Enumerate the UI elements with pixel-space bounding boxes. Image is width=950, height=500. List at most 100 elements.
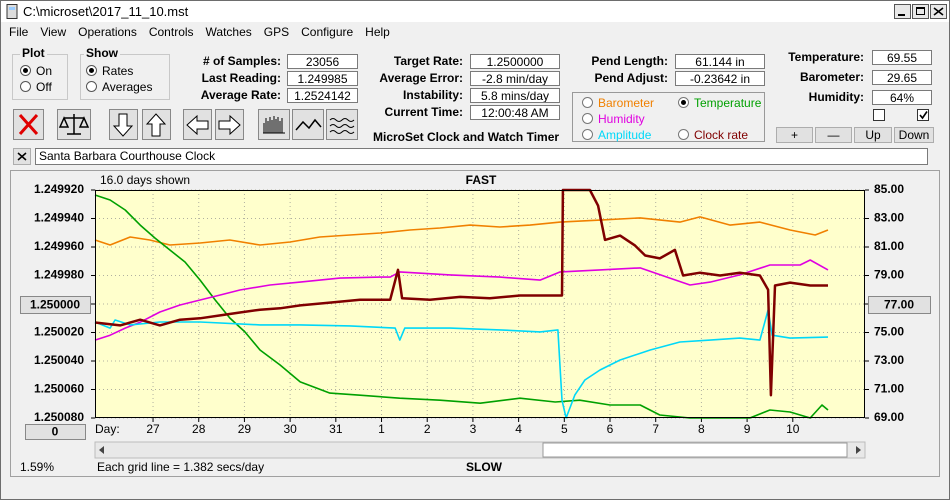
field-value: 12:00:48 AM <box>470 105 560 120</box>
radio-off[interactable]: Off <box>20 80 52 94</box>
y-tick-label: 1.249980 <box>34 268 84 282</box>
button-face <box>868 296 931 314</box>
menu-item[interactable]: Operations <box>78 25 137 39</box>
field-value: 1.249985 <box>287 71 358 86</box>
legend-item[interactable]: Clock rate <box>678 128 748 142</box>
plot-button[interactable]: + <box>776 127 813 143</box>
legend-item[interactable]: Amplitude <box>582 128 651 142</box>
up-button[interactable] <box>142 109 171 140</box>
legend-label: Humidity <box>598 112 645 126</box>
menu-item[interactable]: File <box>9 25 29 39</box>
field-value: 29.65 <box>872 70 932 85</box>
menu-item[interactable]: Help <box>365 25 390 39</box>
legend-label: Clock rate <box>694 128 749 142</box>
scroll-right-arrow <box>856 446 861 454</box>
x-tick-label: 5 <box>561 422 568 436</box>
series-line <box>94 188 828 397</box>
radio-dot <box>678 129 689 140</box>
x-tick-label: 30 <box>283 422 297 436</box>
center-rate-button[interactable]: 1.250000 <box>20 296 91 314</box>
radio-dot <box>582 113 593 124</box>
y2-tick-label: 85.00 <box>874 182 904 196</box>
menu-item[interactable]: GPS <box>263 25 290 39</box>
button-face <box>20 296 91 314</box>
scroll-thumb <box>542 442 848 458</box>
x-tick-label: 7 <box>652 422 659 436</box>
field-value: 5.8 mins/day <box>470 88 560 103</box>
radio-label: Off <box>36 80 52 94</box>
menu-item[interactable]: Configure <box>301 25 354 39</box>
y-tick-label: 1.249940 <box>34 211 84 225</box>
field-value: 23056 <box>287 54 358 69</box>
days-shown: 16.0 days shown <box>100 173 190 187</box>
legend-item[interactable]: Temperature <box>678 96 761 110</box>
center-temp-button[interactable]: 77.00 <box>868 296 931 314</box>
plot-button[interactable]: Down <box>894 127 934 143</box>
scale-button[interactable] <box>57 109 91 140</box>
y2-tick-label: 75.00 <box>874 325 904 339</box>
field-value: 1.2500000 <box>470 54 560 69</box>
checkboxes[interactable] <box>872 108 932 122</box>
x-axis-label: Day: <box>95 422 120 436</box>
left-button[interactable] <box>183 109 212 140</box>
legend-item[interactable]: Barometer <box>582 96 654 110</box>
field-value: -0.23642 in <box>675 71 765 86</box>
field-label: Pend Adjust: <box>594 71 668 85</box>
fast-label: FAST <box>466 173 497 187</box>
app-icon <box>6 4 18 19</box>
radio-rates[interactable]: Rates <box>86 64 133 78</box>
series-line <box>94 259 829 341</box>
series-line <box>94 216 829 246</box>
legend-item[interactable]: Humidity <box>582 112 645 126</box>
field-label: Last Reading: <box>201 71 281 85</box>
plot-button[interactable]: Up <box>854 127 892 143</box>
close-icon <box>17 152 27 161</box>
field-value: 69.55 <box>872 50 932 65</box>
bars-button[interactable] <box>258 109 290 140</box>
legend-label: Amplitude <box>598 128 652 142</box>
x-tick-label: 28 <box>192 422 206 436</box>
clear-button[interactable] <box>13 109 44 140</box>
close-clock-button[interactable] <box>13 148 31 165</box>
radio-on[interactable]: On <box>20 64 52 78</box>
series-line <box>94 309 829 419</box>
line-button[interactable] <box>292 109 324 140</box>
y-tick-label: 1.249920 <box>34 182 84 196</box>
field-value: -2.8 min/day <box>470 71 560 86</box>
menu-item[interactable]: Controls <box>148 25 194 39</box>
show-group <box>80 54 170 100</box>
y2-tick-label: 69.00 <box>874 410 904 424</box>
x-tick-label: 2 <box>424 422 431 436</box>
group-title: Plot <box>20 46 47 60</box>
menu-item[interactable]: Watches <box>205 25 252 39</box>
right-button[interactable] <box>215 109 244 140</box>
x-tick-label: 31 <box>329 422 343 436</box>
x-tick-label: 4 <box>515 422 522 436</box>
window-controls[interactable] <box>894 4 948 20</box>
button-face <box>25 424 86 440</box>
field-value: 61.144 in <box>675 54 765 69</box>
radio-label: On <box>36 64 53 78</box>
radio-dot <box>582 129 593 140</box>
legend-label: Barometer <box>598 96 655 110</box>
x-tick-label: 8 <box>698 422 705 436</box>
menu-item[interactable]: View <box>40 25 67 39</box>
slow-label: SLOW <box>466 460 503 474</box>
scrollbar[interactable] <box>94 441 866 459</box>
x-tick-label: 10 <box>786 422 800 436</box>
radio-averages[interactable]: Averages <box>86 80 152 94</box>
down-button[interactable] <box>109 109 138 140</box>
field-value: 64% <box>872 90 932 105</box>
offset-button[interactable]: 0 <box>25 424 86 440</box>
plot-button[interactable]: — <box>815 127 852 143</box>
field-label: # of Samples: <box>202 54 281 68</box>
waves-button[interactable] <box>326 109 358 140</box>
clock-name[interactable]: Santa Barbara Courthouse Clock <box>35 148 928 165</box>
legend-label: Temperature <box>694 96 762 110</box>
button-label: 1.250000 <box>30 298 80 312</box>
scroll-left-arrow <box>99 446 104 454</box>
toolbar <box>13 109 358 140</box>
x-tick-label: 27 <box>146 422 160 436</box>
